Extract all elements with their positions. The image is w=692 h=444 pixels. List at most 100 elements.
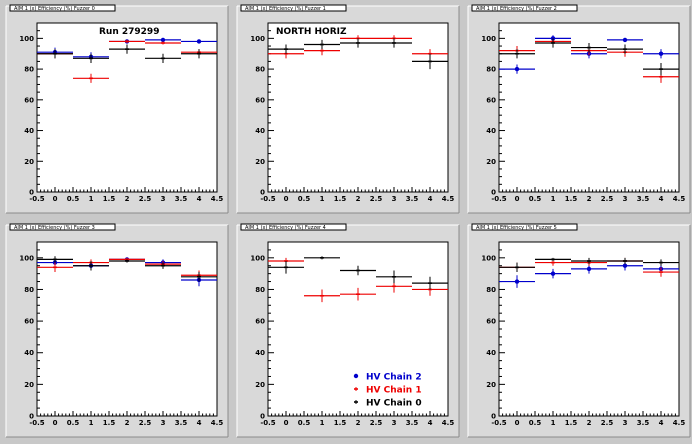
pad-2: AIM 1 (x) Efficiency (%) Fuzzer 2-0.5 0 0.… [467, 4, 691, 214]
plot-area [37, 37, 217, 83]
y-tick-label: 100 [481, 35, 496, 43]
x-tick-label: 1 [320, 195, 325, 203]
x-tick-label: 4.5 [442, 419, 455, 427]
data-point [196, 39, 202, 44]
plot-area [268, 35, 448, 70]
legend-entry: HV Chain 2 [366, 373, 422, 383]
y-tick-label: 60 [255, 96, 265, 104]
legend: HV Chain 2 HV Chain 1 HV Chain 0 [353, 373, 422, 409]
x-tick-label: 3.5 [406, 195, 419, 203]
x-tick-label: -0.5 [260, 419, 275, 427]
plot-label: Run 279299 [99, 27, 159, 37]
plot-frame [267, 22, 449, 193]
x-tick-label: 0 [284, 195, 289, 203]
y-tick-label: 40 [24, 127, 34, 135]
x-tick-label: 2 [356, 419, 361, 427]
x-tick-label: 2 [587, 195, 592, 203]
x-tick-label: 2.5 [601, 195, 614, 203]
y-tick-label: 100 [250, 254, 265, 262]
y-tick-label: 0 [491, 189, 496, 197]
y-tick-label: 0 [260, 189, 265, 197]
x-tick-label: 0 [53, 419, 58, 427]
pad-title-box [471, 223, 578, 231]
y-tick-label: 40 [255, 349, 265, 357]
x-tick-label: 4 [428, 195, 433, 203]
y-tick-label: 20 [486, 381, 496, 389]
pad-title: AIM 1 (x) Efficiency (%) Fuzzer 1 [245, 6, 326, 12]
pad-3: AIM 1 (x) Efficiency (%) Fuzzer 3-0.5 0 0.… [5, 223, 229, 438]
series-hv-chain-2 [499, 35, 679, 74]
series-hv-chain-0 [268, 256, 448, 290]
pad-title-box [9, 223, 116, 231]
pad-4: AIM 1 (x) Efficiency (%) Fuzzer 4 -0.5 0 0.… [236, 223, 460, 438]
x-tick-label: 3 [623, 419, 628, 427]
series-hv-chain-0 [37, 44, 217, 63]
data-point [550, 271, 556, 276]
y-tick-label: 0 [260, 413, 265, 421]
x-tick-label: 2.5 [601, 419, 614, 427]
data-point [622, 263, 628, 268]
x-tick-label: 0.5 [67, 419, 80, 427]
y-tick-label: 100 [19, 35, 34, 43]
x-tick-label: 0.5 [298, 419, 311, 427]
y-tick-label: 40 [486, 127, 496, 135]
y-tick-label: 60 [486, 96, 496, 104]
pad-title: AIM 1 (x) Efficiency (%) Fuzzer 0 [14, 6, 95, 12]
x-tick-label: 1.5 [103, 419, 116, 427]
x-tick-label: -0.5 [29, 419, 44, 427]
x-tick-label: 1.5 [565, 419, 578, 427]
series-hv-chain-0 [499, 38, 679, 76]
pad-title: AIM 1 (x) Efficiency (%) Fuzzer 3 [14, 225, 95, 231]
data-point [658, 51, 664, 56]
pad-title: AIM 1 (x) Efficiency (%) Fuzzer 4 [245, 225, 326, 231]
x-tick-label: 2 [125, 195, 130, 203]
x-tick-label: 3.5 [175, 195, 188, 203]
x-tick-label: 3 [161, 195, 166, 203]
x-tick-label: 1.5 [565, 195, 578, 203]
x-tick-label: 3 [623, 195, 628, 203]
x-tick-label: 3 [161, 419, 166, 427]
pad-title-box [240, 223, 347, 231]
x-tick-label: 3.5 [406, 419, 419, 427]
x-tick-label: 4.5 [442, 195, 455, 203]
pad-0: AIM 1 (x) Efficiency (%) Fuzzer 0-0.5 0 0.… [5, 4, 229, 214]
x-tick-label: 0 [515, 195, 520, 203]
x-tick-label: 2.5 [139, 419, 152, 427]
y-tick-label: 80 [255, 286, 265, 294]
y-tick-label: 20 [486, 158, 496, 166]
pad-1: AIM 1 (x) Efficiency (%) Fuzzer 1-0.5 0 0.… [236, 4, 460, 214]
x-tick-label: 0.5 [298, 195, 311, 203]
x-tick-label: -0.5 [491, 419, 506, 427]
x-tick-label: -0.5 [29, 195, 44, 203]
x-tick-label: 3 [392, 195, 397, 203]
pad-title-box [9, 4, 116, 12]
x-tick-label: 3 [392, 419, 397, 427]
y-tick-label: 0 [29, 413, 34, 421]
data-point [514, 66, 520, 72]
x-tick-label: 1.5 [334, 419, 347, 427]
y-tick-label: 100 [481, 254, 496, 262]
y-tick-label: 40 [486, 349, 496, 357]
legend-entry: HV Chain 0 [366, 399, 422, 409]
pad-title: AIM 1 (x) Efficiency (%) Fuzzer 2 [476, 6, 557, 12]
plot-frame [36, 241, 218, 417]
y-tick-label: 20 [24, 158, 34, 166]
x-tick-label: 0.5 [529, 195, 542, 203]
x-tick-label: 1 [320, 419, 325, 427]
x-tick-label: 1.5 [103, 195, 116, 203]
x-tick-label: 2 [587, 419, 592, 427]
x-tick-label: 4 [659, 419, 664, 427]
x-tick-label: 4.5 [673, 195, 686, 203]
series-hv-chain-0 [37, 256, 217, 282]
x-tick-label: 4 [428, 419, 433, 427]
x-tick-label: 3.5 [175, 419, 188, 427]
plot-area [499, 35, 679, 83]
data-point [514, 279, 520, 284]
x-tick-label: 0 [515, 419, 520, 427]
x-tick-label: 2.5 [370, 419, 383, 427]
x-tick-label: 1 [551, 419, 556, 427]
y-tick-label: 20 [24, 381, 34, 389]
data-point [160, 37, 166, 43]
y-tick-label: 40 [24, 349, 34, 357]
